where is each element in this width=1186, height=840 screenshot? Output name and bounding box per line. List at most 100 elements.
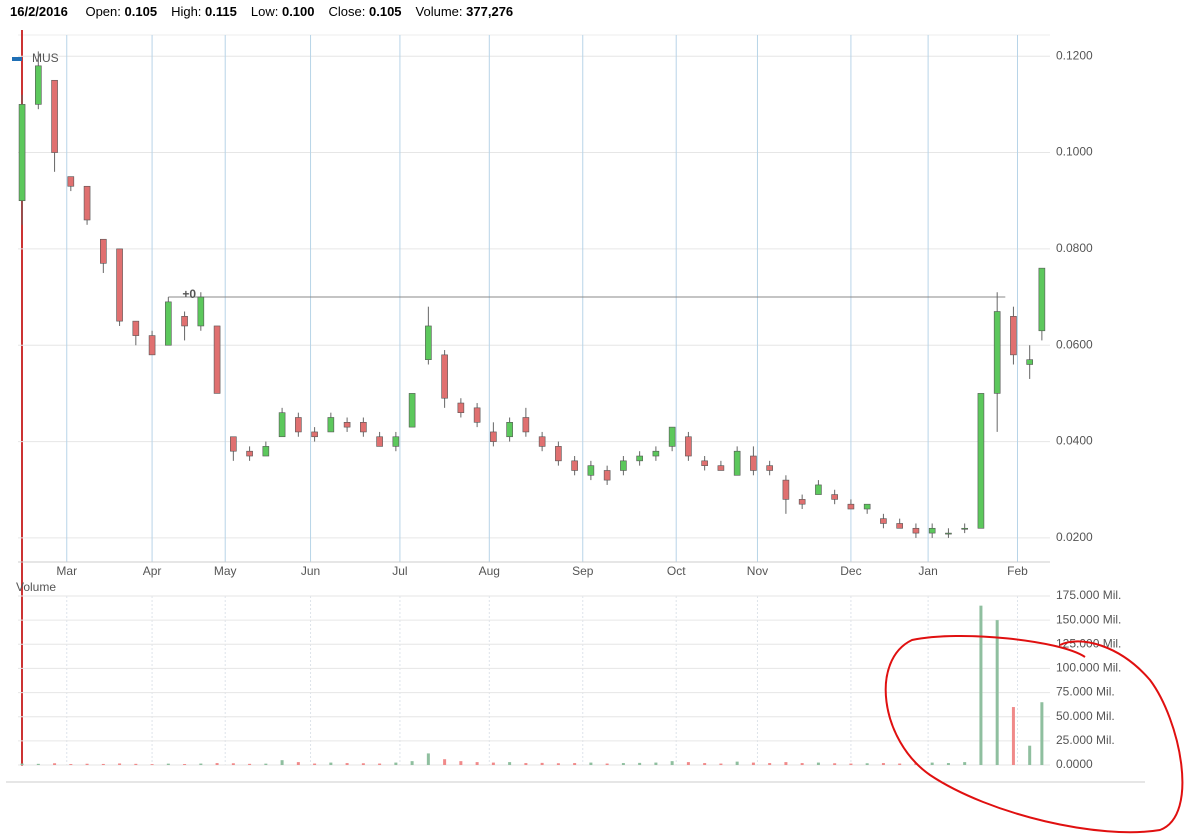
x-tick-label: Dec — [840, 564, 861, 578]
candle-body — [35, 65, 42, 105]
candle-body — [555, 446, 562, 462]
volume-bar — [215, 763, 219, 765]
volume-bar — [800, 763, 804, 765]
candle-body — [181, 316, 188, 327]
candle-body — [571, 460, 578, 471]
candle-body — [197, 296, 205, 327]
y-tick-label: 150.000 Mil. — [1056, 612, 1121, 626]
x-tick-label: Jul — [392, 564, 407, 578]
field-label: Low: — [250, 4, 279, 19]
volume-bar — [1011, 707, 1015, 765]
candle-body — [360, 422, 367, 433]
candle-body — [230, 436, 237, 452]
volume-bar — [849, 763, 853, 765]
legend-swatch — [12, 57, 22, 61]
candle-body — [490, 431, 497, 442]
field-value: 0.100 — [281, 4, 315, 19]
quote-field: Low: 0.100 — [251, 4, 315, 19]
volume-bar — [556, 763, 560, 765]
quote-field: Open: 0.105 — [85, 4, 157, 19]
candle-body — [961, 527, 968, 530]
candle-body — [782, 479, 790, 500]
candle-body — [116, 248, 123, 322]
volume-bar — [589, 762, 593, 765]
volume-bar — [53, 763, 57, 765]
field-value: 0.105 — [369, 4, 402, 19]
candle-body — [213, 325, 221, 394]
field-label: Open: — [85, 4, 121, 19]
y-tick-label: 0.0200 — [1056, 530, 1093, 544]
x-tick-label: Nov — [747, 564, 768, 578]
candle-body — [993, 311, 1001, 394]
candle-body — [311, 431, 318, 438]
candle-body — [717, 465, 725, 471]
annotation-label: +0 — [182, 287, 196, 301]
volume-bar — [491, 762, 495, 765]
volume-bar — [833, 763, 837, 765]
volume-bar — [573, 763, 577, 765]
volume-bar — [183, 764, 187, 765]
volume-bar — [443, 759, 447, 765]
volume-title: Volume — [16, 580, 56, 594]
candle-body — [733, 450, 741, 476]
volume-bar — [280, 760, 284, 765]
x-tick-label: Feb — [1007, 564, 1028, 578]
candle-body — [620, 460, 627, 471]
candle-body — [165, 301, 172, 346]
volume-bar — [85, 763, 89, 765]
candle-body — [636, 455, 643, 462]
candle-body — [408, 393, 416, 428]
y-tick-label: 100.000 Mil. — [1056, 661, 1121, 675]
candle-body — [51, 79, 58, 153]
volume-bar — [654, 762, 658, 765]
volume-bar — [930, 762, 934, 765]
volume-bar — [248, 763, 252, 765]
field-value: 0.115 — [205, 4, 237, 19]
candle-body — [587, 465, 595, 476]
volume-bar — [36, 763, 40, 765]
candle-body — [262, 446, 270, 457]
candle-body — [100, 238, 107, 264]
candle-body — [376, 436, 383, 447]
candle-body — [327, 417, 335, 433]
volume-bar — [118, 763, 122, 765]
candle-body — [1010, 316, 1017, 356]
volume-bar — [329, 762, 333, 765]
volume-bar — [816, 762, 820, 765]
quote-date: 16/2/2016 — [10, 4, 68, 19]
volume-bar — [410, 761, 414, 765]
volume-bar — [345, 763, 349, 765]
volume-bar — [751, 762, 755, 765]
volume-bar — [735, 761, 739, 765]
volume-bar — [166, 763, 170, 765]
y-tick-label: 50.000 Mil. — [1056, 709, 1115, 723]
field-label: High: — [171, 4, 202, 19]
volume-bar — [768, 763, 772, 765]
y-tick-label: 175.000 Mil. — [1056, 588, 1121, 602]
x-tick-label: Oct — [667, 564, 686, 578]
volume-bar — [313, 763, 317, 765]
field-value: 377,276 — [466, 4, 514, 19]
candle-body — [425, 325, 432, 360]
candle-body — [67, 176, 75, 187]
hand-drawn-circle — [884, 635, 1184, 834]
volume-bar — [1040, 702, 1044, 765]
candle-body — [441, 354, 448, 399]
candle-body — [847, 503, 855, 510]
volume-bar — [621, 763, 625, 765]
volume-bar — [475, 762, 479, 765]
candle-body — [538, 436, 546, 447]
candle-body — [701, 460, 708, 466]
volume-bar — [540, 762, 544, 765]
candle-body — [880, 518, 887, 524]
volume-bar — [979, 605, 983, 765]
volume-bar — [946, 763, 950, 765]
volume-bar — [20, 763, 24, 765]
volume-bar — [1028, 745, 1032, 765]
volume-bar — [670, 761, 674, 765]
volume-bar — [69, 764, 73, 765]
volume-bar — [638, 762, 642, 765]
volume-bar — [134, 763, 138, 765]
quote-field: Volume: 377,276 — [416, 4, 514, 19]
